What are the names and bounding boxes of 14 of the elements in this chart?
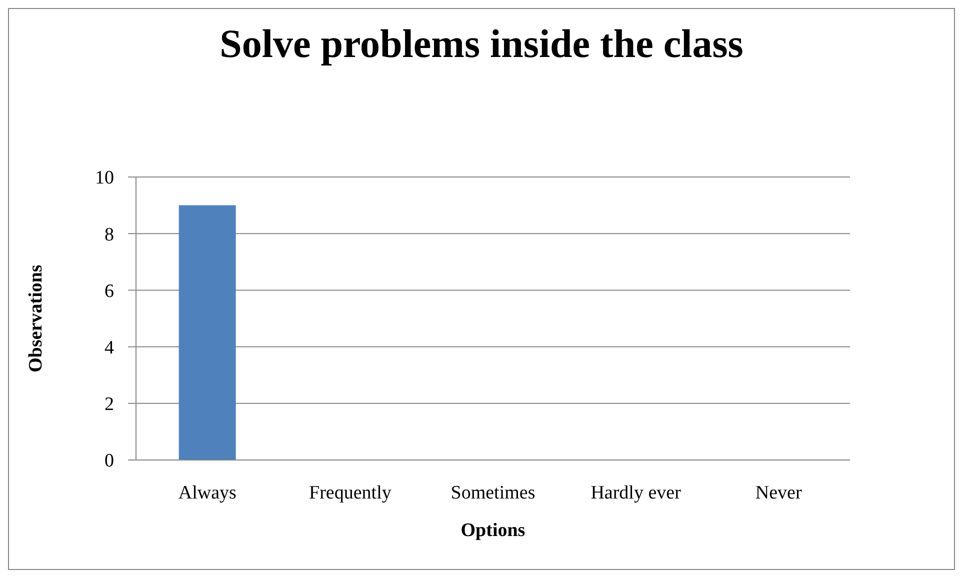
x-tick-label: Hardly ever	[590, 482, 682, 504]
y-tick-label: 8	[104, 224, 114, 246]
x-tick-label: Always	[178, 482, 236, 504]
y-tick-label: 4	[104, 338, 114, 359]
y-tick-label: 6	[104, 280, 114, 302]
chart-title: Solve problems inside the class	[218, 20, 744, 68]
y-axis-title: Observations	[26, 264, 47, 372]
x-tick-label: Frequently	[309, 482, 392, 504]
x-tick-label: Never	[755, 482, 802, 504]
y-tick-label: 2	[104, 394, 114, 416]
y-tick-label: 10	[95, 168, 114, 189]
y-tick-label: 0	[104, 450, 114, 472]
x-tick-label: Sometimes	[450, 482, 536, 504]
x-axis-title: Options	[460, 520, 526, 541]
